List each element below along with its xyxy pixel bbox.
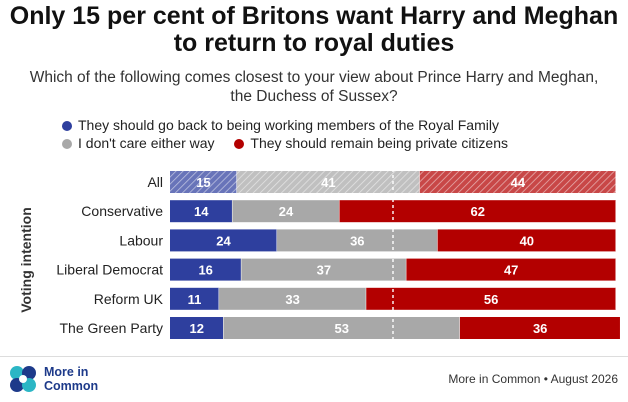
data-label-the-green-party-private: 36	[533, 321, 547, 336]
bar-hatch-all-back	[170, 171, 237, 193]
bar-hatch-all-private	[419, 171, 616, 193]
footer-divider	[0, 356, 628, 357]
chart-title: Only 15 per cent of Britons want Harry a…	[9, 2, 619, 57]
bar-conservative-back	[170, 200, 233, 223]
legend-label-dont-care: I don't care either way	[78, 135, 215, 151]
source-note: More in Common • August 2026	[448, 372, 618, 386]
more-in-common-logo	[10, 366, 36, 392]
bar-conservative-dont-care	[232, 200, 340, 223]
category-label-labour: Labour	[119, 232, 163, 248]
chart-subtitle: Which of the following comes closest to …	[29, 69, 599, 105]
bar-hatch-all-dont-care	[236, 171, 420, 193]
data-label-all-back: 15	[196, 175, 210, 190]
data-label-liberal-democrat-back: 16	[198, 263, 212, 278]
data-label-the-green-party-back: 12	[190, 321, 204, 336]
bar-liberal-democrat-private	[406, 258, 616, 281]
data-label-the-green-party-dont-care: 53	[334, 321, 348, 336]
category-label-the-green-party: The Green Party	[60, 320, 164, 336]
data-label-labour-back: 24	[216, 233, 231, 248]
bar-the-green-party-dont-care	[223, 317, 460, 339]
legend-row-2: I don't care either way They should rema…	[62, 134, 524, 152]
y-axis-title: Voting intention	[18, 207, 34, 313]
data-label-all-private: 44	[511, 175, 526, 190]
category-label-liberal-democrat: Liberal Democrat	[56, 262, 163, 278]
data-label-liberal-democrat-private: 47	[504, 263, 518, 278]
bar-liberal-democrat-back	[170, 258, 242, 281]
data-label-conservative-back: 14	[194, 204, 209, 219]
data-label-all-dont-care: 41	[321, 175, 335, 190]
legend-item-private: They should remain being private citizen…	[234, 134, 508, 152]
legend-dot-dont-care	[62, 139, 72, 149]
legend-dot-private	[234, 139, 245, 149]
legend-item-back: They should go back to being working mem…	[62, 116, 499, 134]
bar-the-green-party-back	[170, 317, 224, 339]
bar-reform-uk-back	[170, 287, 220, 310]
data-label-reform-uk-back: 11	[188, 292, 202, 307]
legend-dot-back	[62, 121, 72, 131]
bar-reform-uk-private	[366, 287, 616, 310]
data-label-labour-dont-care: 36	[350, 233, 364, 248]
bar-labour-dont-care	[277, 229, 438, 252]
bar-labour-private	[437, 229, 616, 252]
bar-the-green-party-private	[459, 317, 621, 339]
legend-item-dont-care: I don't care either way	[62, 134, 215, 152]
data-label-liberal-democrat-dont-care: 37	[317, 263, 331, 278]
data-label-conservative-private: 62	[471, 204, 485, 219]
data-label-labour-private: 40	[520, 233, 534, 248]
data-label-reform-uk-private: 56	[484, 292, 498, 307]
bar-reform-uk-dont-care	[219, 287, 367, 310]
bar-liberal-democrat-dont-care	[241, 258, 407, 281]
bar-conservative-private	[339, 200, 616, 223]
bar-labour-back	[170, 229, 278, 252]
legend-label-private: They should remain being private citizen…	[250, 135, 508, 151]
legend-label-back: They should go back to being working mem…	[78, 117, 499, 133]
legend-row-1: They should go back to being working mem…	[62, 116, 515, 134]
category-label-all: All	[147, 174, 163, 190]
data-label-reform-uk-dont-care: 33	[285, 292, 299, 307]
data-label-conservative-dont-care: 24	[279, 204, 294, 219]
logo-wordmark: More in Common	[44, 365, 99, 393]
category-label-conservative: Conservative	[81, 203, 163, 219]
category-label-reform-uk: Reform UK	[94, 291, 164, 307]
